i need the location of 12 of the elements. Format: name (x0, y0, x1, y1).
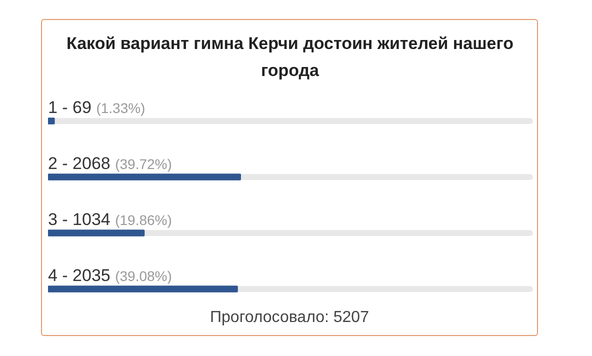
y-tick-label: 2 - 2068 (48, 154, 116, 173)
bar (48, 118, 55, 124)
y-tick-label: 4 - 2035 (48, 266, 116, 285)
data-label: (39.72%) (115, 156, 172, 172)
y-tick-label: 1 - 69 (48, 98, 96, 117)
data-label: (19.86%) (115, 212, 172, 228)
text: Проголосовало: 5207 (209, 309, 370, 327)
bar (48, 230, 145, 236)
data-label: (39.08%) (115, 268, 172, 284)
data-label: (1.33%) (96, 100, 146, 116)
chart-title: Какой вариант гимна Керчи достоин жителей нашего города (66, 33, 514, 82)
y-tick-label: 3 - 1034 (48, 210, 116, 229)
